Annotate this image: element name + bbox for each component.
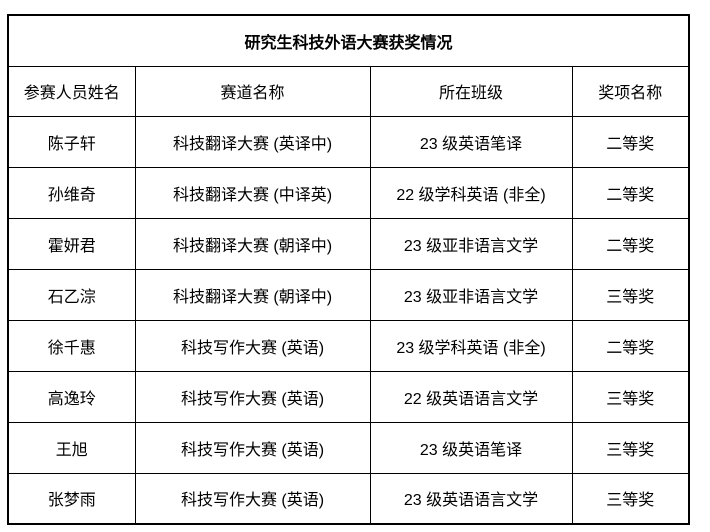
column-header-award: 奖项名称 [571, 65, 690, 117]
cell-award: 三等奖 [571, 370, 690, 423]
cell-track: 科技翻译大赛 (朝译中) [134, 268, 371, 321]
cell-track: 科技写作大赛 (英语) [134, 370, 371, 423]
table-header-row: 参赛人员姓名 赛道名称 所在班级 奖项名称 [7, 65, 690, 117]
cell-participant-name: 霍妍君 [7, 217, 136, 270]
cell-participant-name: 石乙淙 [7, 268, 136, 321]
table-row: 徐千惠 科技写作大赛 (英语) 23 级学科英语 (非全) 二等奖 [7, 319, 690, 372]
table-row: 石乙淙 科技翻译大赛 (朝译中) 23 级亚非语言文学 三等奖 [7, 268, 690, 321]
cell-participant-name: 高逸玲 [7, 370, 136, 423]
cell-track: 科技写作大赛 (英语) [134, 472, 371, 525]
cell-class: 22 级学科英语 (非全) [369, 166, 573, 219]
cell-class: 23 级英语笔译 [369, 421, 573, 474]
cell-class: 22 级英语语言文学 [369, 370, 573, 423]
awards-table: 研究生科技外语大赛获奖情况 参赛人员姓名 赛道名称 所在班级 奖项名称 陈子轩 … [7, 14, 691, 525]
cell-award: 二等奖 [571, 166, 690, 219]
cell-participant-name: 张梦雨 [7, 472, 136, 525]
cell-class: 23 级英语笔译 [369, 115, 573, 168]
column-header-name: 参赛人员姓名 [7, 65, 136, 117]
cell-track: 科技写作大赛 (英语) [134, 319, 371, 372]
table-row: 陈子轩 科技翻译大赛 (英译中) 23 级英语笔译 二等奖 [7, 115, 690, 168]
table-row: 高逸玲 科技写作大赛 (英语) 22 级英语语言文学 三等奖 [7, 370, 690, 423]
table-row: 孙维奇 科技翻译大赛 (中译英) 22 级学科英语 (非全) 二等奖 [7, 166, 690, 219]
table-row: 霍妍君 科技翻译大赛 (朝译中) 23 级亚非语言文学 二等奖 [7, 217, 690, 270]
cell-award: 二等奖 [571, 319, 690, 372]
table-row: 王旭 科技写作大赛 (英语) 23 级英语笔译 三等奖 [7, 421, 690, 474]
column-header-class: 所在班级 [369, 65, 573, 117]
table-title: 研究生科技外语大赛获奖情况 [7, 14, 690, 67]
cell-participant-name: 陈子轩 [7, 115, 136, 168]
cell-track: 科技翻译大赛 (朝译中) [134, 217, 371, 270]
cell-award: 三等奖 [571, 421, 690, 474]
cell-participant-name: 王旭 [7, 421, 136, 474]
cell-award: 二等奖 [571, 217, 690, 270]
cell-track: 科技写作大赛 (英语) [134, 421, 371, 474]
cell-participant-name: 徐千惠 [7, 319, 136, 372]
cell-award: 三等奖 [571, 472, 690, 525]
column-header-track: 赛道名称 [134, 65, 371, 117]
cell-award: 二等奖 [571, 115, 690, 168]
cell-class: 23 级亚非语言文学 [369, 268, 573, 321]
cell-class: 23 级英语语言文学 [369, 472, 573, 525]
cell-track: 科技翻译大赛 (中译英) [134, 166, 371, 219]
cell-award: 三等奖 [571, 268, 690, 321]
cell-class: 23 级亚非语言文学 [369, 217, 573, 270]
table-row: 张梦雨 科技写作大赛 (英语) 23 级英语语言文学 三等奖 [7, 472, 690, 525]
cell-participant-name: 孙维奇 [7, 166, 136, 219]
table-title-row: 研究生科技外语大赛获奖情况 [7, 14, 690, 67]
cell-track: 科技翻译大赛 (英译中) [134, 115, 371, 168]
cell-class: 23 级学科英语 (非全) [369, 319, 573, 372]
